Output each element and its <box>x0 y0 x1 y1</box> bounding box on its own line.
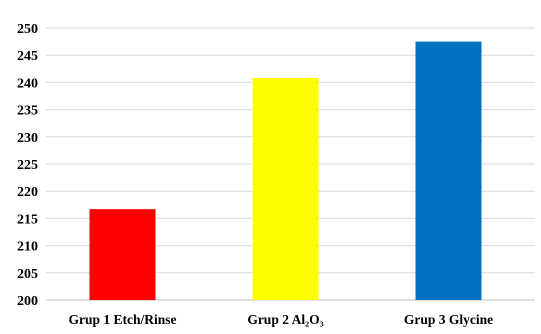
y-tick-label: 230 <box>17 131 38 146</box>
y-tick-label: 220 <box>17 185 38 200</box>
y-tick-label: 205 <box>17 267 38 282</box>
bar <box>415 41 482 300</box>
x-axis-labels: Grup 1 Etch/Rinse Grup 2 Al₂O₃ Grup 3 Glyc… <box>68 312 493 327</box>
y-tick-label: 210 <box>17 240 38 255</box>
bars <box>89 41 482 300</box>
y-tick-label: 225 <box>17 158 38 173</box>
y-tick-label: 215 <box>17 212 38 227</box>
y-axis-ticks: 200 205 210 215 220 225 230 235 240 245 250 <box>17 22 38 309</box>
bar <box>89 209 156 300</box>
bar <box>252 78 319 300</box>
x-category-label: Grup 3 Glycine <box>404 312 493 327</box>
y-tick-label: 240 <box>17 76 38 91</box>
y-tick-label: 250 <box>17 22 38 37</box>
x-category-label: Grup 2 Al₂O₃ <box>247 312 323 327</box>
y-tick-label: 235 <box>17 104 38 119</box>
y-tick-label: 200 <box>17 294 38 309</box>
x-category-label: Grup 1 Etch/Rinse <box>68 312 176 327</box>
y-tick-label: 245 <box>17 49 38 64</box>
